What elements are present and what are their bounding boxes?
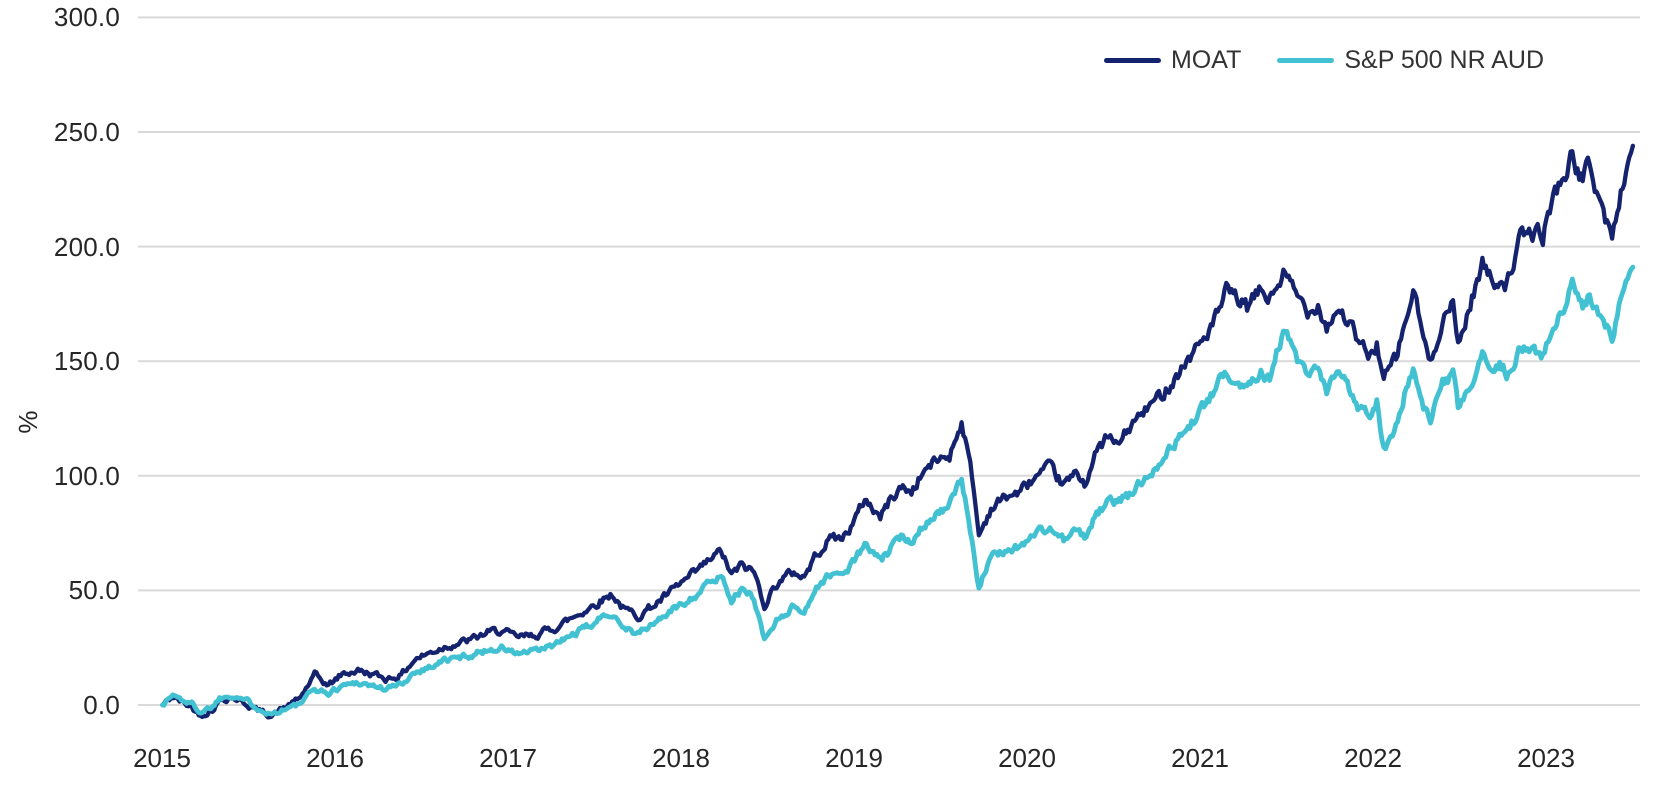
x-axis-tick-label: 2023: [1517, 743, 1575, 773]
x-axis-tick-label: 2015: [133, 743, 191, 773]
legend-item-moat: MOAT: [1103, 46, 1242, 75]
sp500-line-swatch: [1277, 58, 1335, 63]
y-axis-tick-label: 200.0: [53, 232, 120, 262]
x-axis-tick-label: 2018: [652, 743, 710, 773]
moat-line-swatch: [1103, 58, 1161, 63]
x-axis-tick-label: 2021: [1171, 743, 1229, 773]
y-axis-tick-label: 150.0: [53, 346, 120, 376]
x-axis-tick-label: 2017: [479, 743, 537, 773]
legend-item-sp500: S&P 500 NR AUD: [1277, 46, 1544, 75]
x-axis-tick-label: 2022: [1344, 743, 1402, 773]
moat-line: [160, 143, 1636, 720]
x-axis-tick-label: 2016: [306, 743, 364, 773]
y-axis-tick-label: 100.0: [53, 461, 120, 491]
sp500-line: [159, 264, 1636, 717]
y-axis-title: %: [13, 410, 43, 434]
legend: MOAT S&P 500 NR AUD: [1103, 46, 1544, 75]
x-axis-tick-label: 2019: [825, 743, 883, 773]
y-axis-tick-label: 250.0: [53, 117, 120, 147]
y-axis-tick-label: 300.0: [53, 2, 120, 32]
legend-label-moat: MOAT: [1170, 46, 1242, 74]
x-axis-tick-label: 2020: [998, 743, 1056, 773]
y-axis-tick-label: 0.0: [83, 690, 120, 720]
y-axis-tick-label: 50.0: [68, 575, 120, 605]
legend-label-sp500: S&P 500 NR AUD: [1344, 46, 1544, 74]
